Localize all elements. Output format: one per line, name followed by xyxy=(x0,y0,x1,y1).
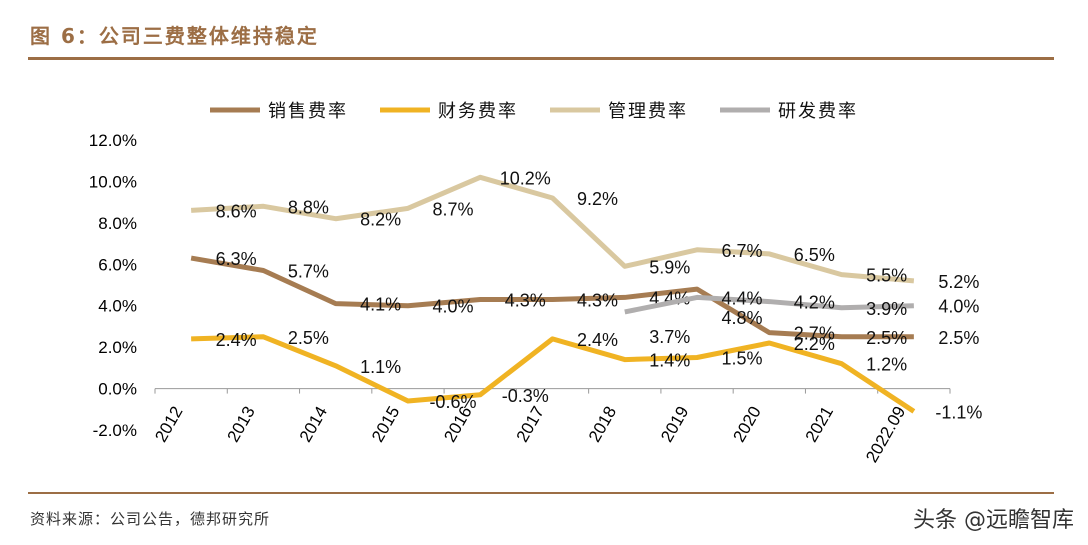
legend-label: 财务费率 xyxy=(438,101,518,121)
x-tick-label: 2021 xyxy=(802,403,837,445)
x-tick-label: 2014 xyxy=(296,403,331,445)
data-label: 2.5% xyxy=(866,328,907,348)
data-label: 4.4% xyxy=(722,288,763,308)
data-label: 2.7% xyxy=(794,324,835,344)
data-label: 4.1% xyxy=(360,295,401,315)
data-label: 5.7% xyxy=(288,262,329,282)
data-label: 4.3% xyxy=(577,291,618,311)
y-tick-label: 2.0% xyxy=(98,338,137,357)
x-tick-label: 2020 xyxy=(729,403,764,445)
x-tick-label: 2012 xyxy=(151,403,186,445)
data-label: 9.2% xyxy=(577,189,618,209)
data-label: 2.4% xyxy=(577,330,618,350)
source-note: 资料来源：公司公告，德邦研究所 xyxy=(30,510,271,528)
y-tick-label: 0.0% xyxy=(98,380,137,399)
data-label: 5.2% xyxy=(938,272,979,292)
x-tick-label: 2015 xyxy=(368,403,403,445)
y-tick-label: 6.0% xyxy=(98,255,137,274)
y-tick-label: 4.0% xyxy=(98,297,137,316)
data-label: 6.7% xyxy=(722,241,763,261)
data-label: 1.5% xyxy=(722,349,763,369)
y-tick-label: 10.0% xyxy=(89,172,137,191)
data-label: 2.5% xyxy=(288,328,329,348)
footer-rule xyxy=(28,492,1054,494)
series-line-2 xyxy=(190,174,915,284)
series-line-1 xyxy=(191,334,916,414)
series-line-0 xyxy=(190,255,914,340)
data-label: 1.2% xyxy=(866,355,907,375)
data-label: -0.3% xyxy=(502,386,549,406)
data-label: 2.5% xyxy=(938,328,979,348)
x-tick-label: 2013 xyxy=(224,403,259,445)
legend-label: 研发费率 xyxy=(778,101,858,121)
data-label: 2.4% xyxy=(216,330,257,350)
y-tick-label: -2.0% xyxy=(93,421,137,440)
data-label: -1.1% xyxy=(935,402,982,422)
legend-label: 管理费率 xyxy=(608,101,688,121)
data-label: 6.5% xyxy=(794,245,835,265)
data-label: 4.8% xyxy=(722,308,763,328)
data-label: 5.9% xyxy=(649,257,690,277)
title-rule xyxy=(28,57,1054,60)
data-label: 5.5% xyxy=(866,266,907,286)
data-label: 10.2% xyxy=(500,168,551,188)
data-label: 4.3% xyxy=(505,291,546,311)
data-label: 3.7% xyxy=(649,327,690,347)
data-label: 1.4% xyxy=(649,351,690,371)
data-label: -0.6% xyxy=(429,392,476,412)
x-tick-label: 2018 xyxy=(585,403,620,445)
data-label: 2.2% xyxy=(794,334,835,354)
data-label: 4.0% xyxy=(432,297,473,317)
data-label: 4.2% xyxy=(794,293,835,313)
watermark: 头条 @远瞻智库 xyxy=(913,508,1074,533)
data-label: 1.1% xyxy=(360,357,401,377)
x-tick-label: 2017 xyxy=(513,403,548,445)
data-label: 6.3% xyxy=(216,249,257,269)
data-label: 3.9% xyxy=(866,299,907,319)
data-label: 8.8% xyxy=(288,197,329,217)
x-tick-label: 2022.09 xyxy=(862,403,909,466)
x-tick-label: 2019 xyxy=(657,403,692,445)
data-label: 8.2% xyxy=(360,210,401,230)
figure-title: 图 6：公司三费整体维持稳定 xyxy=(30,24,319,48)
y-tick-label: 8.0% xyxy=(98,214,137,233)
y-tick-label: 12.0% xyxy=(89,131,137,150)
legend-label: 销售费率 xyxy=(268,101,348,121)
data-label: 8.6% xyxy=(216,201,257,221)
data-label: 8.7% xyxy=(432,199,473,219)
series-line-3 xyxy=(624,294,914,315)
data-label: 4.0% xyxy=(938,297,979,317)
